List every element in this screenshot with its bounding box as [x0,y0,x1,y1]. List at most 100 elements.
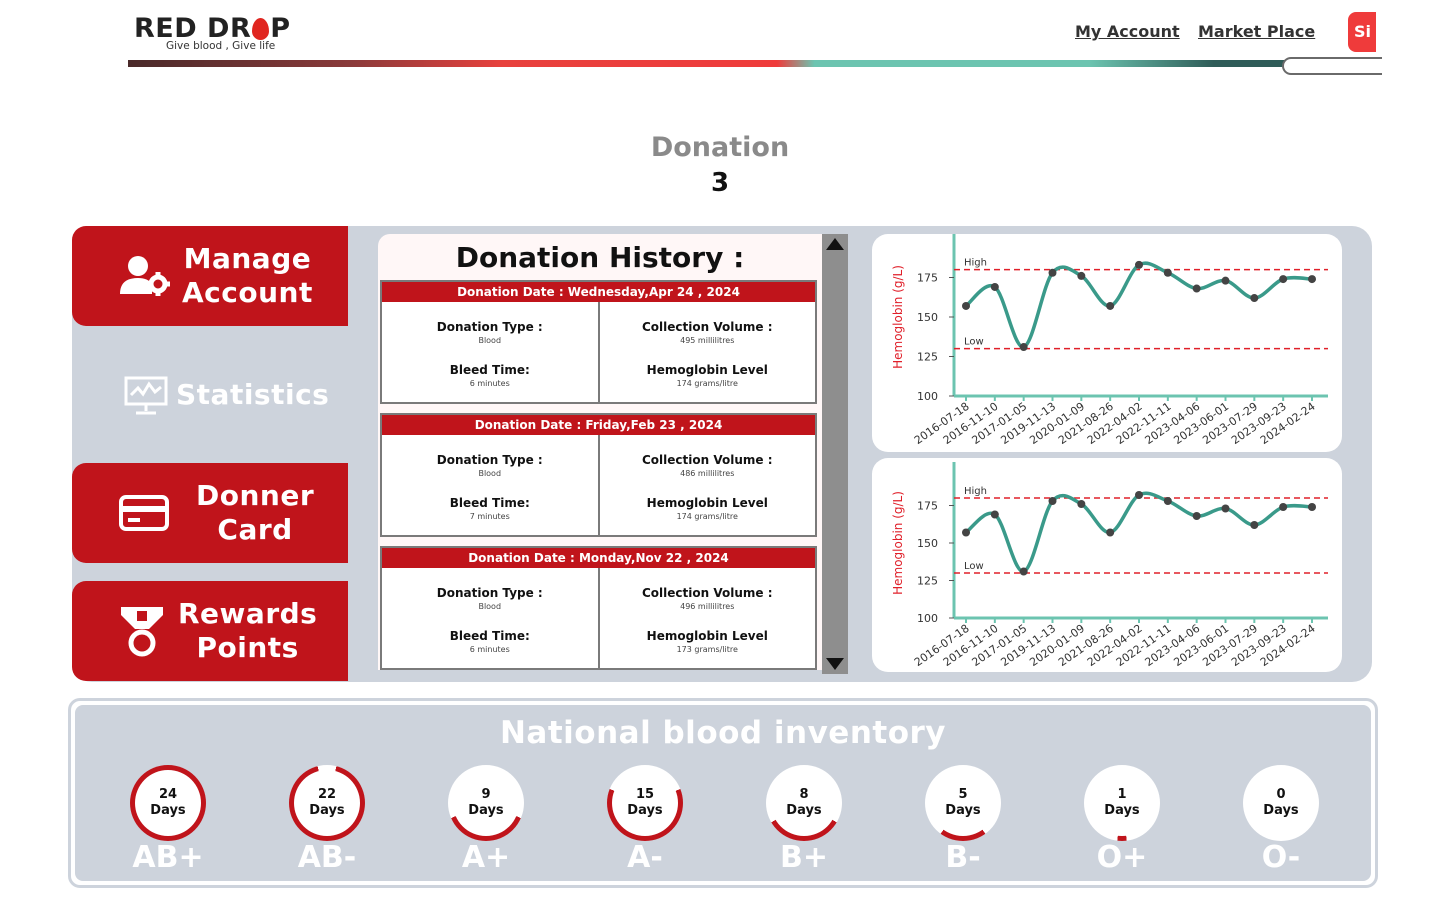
scroll-down-arrow-icon[interactable] [826,658,844,670]
data-point [1019,343,1028,352]
stock-days-value: 1 [1117,787,1127,802]
blood-type-label: O- [1261,840,1301,875]
donation-date: Donation Date : Friday,Feb 23 , 2024 [382,415,815,435]
stock-days-value: 22 [317,787,337,802]
y-tick-label: 150 [917,537,938,550]
data-point [1106,301,1115,310]
manage-account-button[interactable]: Manage Account [72,226,348,326]
statistics-button[interactable]: Statistics [72,345,348,445]
stock-days-unit: Days [150,803,186,818]
y-tick-label: 150 [917,311,938,324]
hemoglobin-level-value: 173 grams/litre [676,645,738,654]
donner-card-label: Donner Card [196,479,315,546]
bleed-time-value: 7 minutes [469,512,510,521]
data-point [1250,521,1259,529]
data-point [1135,491,1143,499]
manage-account-label: Manage Account [182,242,313,309]
hemoglobin-level-label: Hemoglobin Level [646,496,768,510]
data-point [1019,567,1028,576]
donation-date: Donation Date : Wednesday,Apr 24 , 2024 [382,282,815,302]
hemoglobin-level-label: Hemoglobin Level [646,363,768,377]
stock-ring: 22 Days [289,765,365,841]
hemoglobin-line-chart: Hemoglobin (g/L)1001251501752016-07-1820… [891,462,1328,669]
data-point [1048,497,1057,505]
logo[interactable]: RED DR P Give blood , Give life [134,14,334,58]
stock-ring: 1 Days [1084,765,1160,841]
sign-in-button[interactable]: Si [1348,12,1376,52]
threshold-label: High [964,258,987,269]
blood-type-label: B+ [779,840,828,875]
donation-label: Donation [650,132,790,163]
stock-days-unit: Days [468,803,504,818]
data-point [1250,294,1259,303]
stock-days-value: 0 [1276,787,1286,802]
donation-history-title: Donation History : [455,241,745,274]
logo-wordmark: RED DR P [134,13,291,44]
bleed-time-label: Bleed Time: [449,363,530,377]
inventory-title: National blood inventory [499,715,946,751]
blood-type-stock: 9 Days A+ [436,765,536,875]
statistics-label: Statistics [176,378,330,411]
blood-type-stock: 8 Days B+ [754,765,854,875]
stock-days-value: 24 [158,787,178,802]
data-point [1135,260,1143,269]
data-point [962,301,970,310]
collection-volume-label: Collection Volume : [642,320,773,334]
data-point [1221,276,1230,285]
stock-days-value: 9 [481,787,491,802]
bleed-time-label: Bleed Time: [449,629,530,643]
rewards-points-label: Rewards Points [178,597,318,664]
blood-type-stock: 15 Days A- [595,765,695,875]
blood-type-label: A- [627,840,663,875]
scroll-up-arrow-icon[interactable] [826,238,844,250]
series-line [964,261,1313,349]
stock-days-value: 15 [635,787,655,802]
y-tick-label: 125 [917,351,938,364]
data-point [1192,284,1201,293]
hemoglobin-level-label: Hemoglobin Level [646,629,768,643]
header-slider-handle [1282,57,1382,75]
stock-ring: 9 Days [448,765,524,841]
y-tick-label: 100 [917,612,938,625]
nav-market-place[interactable]: Market Place [1198,22,1316,41]
donation-type-value: Blood [478,336,502,345]
stock-ring: 15 Days [607,765,683,841]
threshold-label: Low [964,337,984,348]
stock-days-unit: Days [1263,803,1299,818]
user-gear-icon [116,246,176,306]
header-divider [128,60,1376,67]
card-icon [114,483,174,543]
donation-type-label: Donation Type : [436,453,543,467]
y-tick-label: 175 [917,500,938,513]
data-point [1048,268,1057,277]
stock-days-unit: Days [309,803,345,818]
medal-icon [112,601,172,661]
donation-history-card: Donation Date : Wednesday,Apr 24 , 2024 … [380,280,817,404]
collection-volume-value: 495 millilitres [680,336,735,345]
data-point [1308,275,1316,284]
stock-days-value: 5 [958,787,968,802]
hemoglobin-level-value: 174 grams/litre [676,379,738,388]
hemoglobin-line-chart: Hemoglobin (g/L)1001251501752016-07-1820… [891,234,1328,447]
hemoglobin-chart-2: Hemoglobin (g/L) 100 125 150 175 2016-07-18 20… [872,458,1342,672]
stock-days-value: 8 [799,787,809,802]
history-scrollbar[interactable] [822,234,848,674]
collection-volume-value: 486 millilitres [680,469,735,478]
data-point [1279,503,1288,511]
rewards-points-button[interactable]: Rewards Points [72,581,348,681]
hemoglobin-level-value: 174 grams/litre [676,512,738,521]
donation-history-panel[interactable]: Donation History : Donation Date : Wedne… [378,234,822,670]
y-tick-label: 125 [917,575,938,588]
threshold-label: High [964,486,987,497]
donation-date: Donation Date : Monday,Nov 22 , 2024 [382,548,815,568]
donner-card-button[interactable]: Donner Card [72,463,348,563]
bleed-time-value: 6 minutes [469,645,510,654]
donation-history-card: Donation Date : Monday,Nov 22 , 2024 Don… [380,546,817,670]
threshold-label: Low [964,561,984,572]
collection-volume-label: Collection Volume : [642,453,773,467]
collection-volume-label: Collection Volume : [642,586,773,600]
hemoglobin-chart-1: Hemoglobin (g/L) 100 125 150 175 2016-07-18 20… [872,234,1342,452]
logo-tagline: Give blood , Give life [166,40,276,52]
nav-my-account[interactable]: My Account [1075,22,1180,41]
data-point [1279,275,1288,284]
